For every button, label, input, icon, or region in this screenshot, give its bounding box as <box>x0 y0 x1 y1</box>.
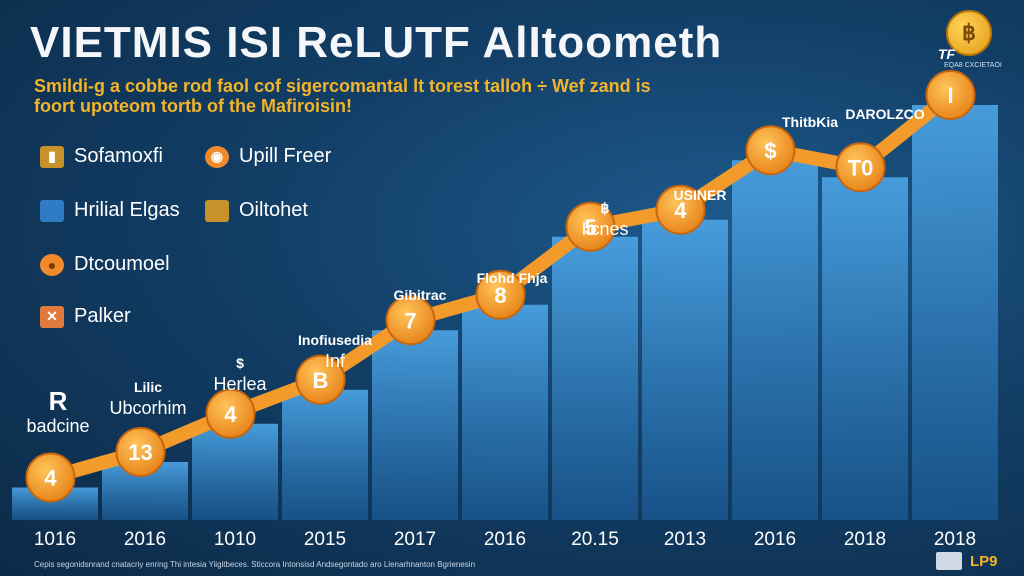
data-point <box>385 295 436 346</box>
x-tick-label: 20.15 <box>571 529 619 550</box>
bitcoin-coin-icon: ฿ <box>946 10 992 56</box>
x-tick-label: 2017 <box>394 529 436 550</box>
annotation-label: Flohd Fhja <box>477 270 548 286</box>
footer-note: Cepis segonidsnrand cnatacriy enring Thi… <box>34 560 476 569</box>
data-point <box>205 388 256 439</box>
legend-label: Dtcoumoel <box>74 253 170 275</box>
chart-bar <box>192 423 278 520</box>
data-label: 7 <box>404 308 416 333</box>
legend-item: Hrilial Elgas <box>40 199 180 222</box>
x-tick-label: 2018 <box>934 529 976 550</box>
data-point <box>745 125 796 176</box>
arrows-icon: ✕ <box>40 305 64 328</box>
chart-bar <box>732 160 818 520</box>
data-label: 4 <box>674 198 687 223</box>
x-tick-label: 2015 <box>304 529 346 550</box>
data-point <box>25 452 76 503</box>
data-label: I <box>947 83 953 108</box>
legend-item: ✕ Palker <box>40 305 131 328</box>
legend-label: Hrilial Elgas <box>74 199 180 221</box>
annotation-label: $ <box>236 355 244 371</box>
laptop-icon <box>936 552 962 570</box>
annotation-sublabel: Inf <box>325 351 346 371</box>
square-icon <box>40 199 64 222</box>
legend-label: Palker <box>74 305 131 327</box>
corner-badge: LP9 <box>970 553 998 570</box>
circle-icon: ◉ <box>205 145 229 168</box>
annotation-label: ฿ <box>601 200 610 216</box>
data-label: 4 <box>224 402 237 427</box>
x-tick-label: 2018 <box>844 529 886 550</box>
annotation-sublabel: Herlea <box>213 374 267 394</box>
x-tick-label: 2013 <box>664 529 706 550</box>
x-tick-label: 2016 <box>754 529 796 550</box>
data-label: T0 <box>848 155 874 180</box>
circle-icon: ● <box>40 253 64 276</box>
page-subtitle: Smildi-g a cobbe rod faol cof sigercoman… <box>34 76 651 116</box>
x-tick-label: 1010 <box>214 529 256 550</box>
data-label: 13 <box>128 440 152 465</box>
page-title: VIETMIS ISI ReLUTF AlItoometh <box>30 18 723 67</box>
annotation-label: Lilic <box>134 379 162 395</box>
brand-tagline: EQA8 CXCIETAOI <box>944 62 1002 69</box>
data-label: $ <box>764 138 776 163</box>
legend-label: Oiltohet <box>239 199 308 221</box>
annotation-label: Gibitrac <box>394 287 447 303</box>
data-point <box>565 201 616 252</box>
legend-label: Sofamoxfi <box>74 145 163 167</box>
chart-bar <box>462 304 548 520</box>
annotation-label: ThitbKia <box>782 114 838 130</box>
annotation-label: USINER <box>674 187 727 203</box>
legend-item: ● Dtcoumoel <box>40 253 170 276</box>
annotation-sublabel: Iicnes <box>581 219 628 239</box>
data-point <box>655 184 706 235</box>
chart-bar <box>642 219 728 520</box>
data-point <box>295 354 346 405</box>
annotation-label: Inofiusedia <box>298 332 372 348</box>
square-icon <box>205 199 229 222</box>
data-point <box>925 70 976 120</box>
data-label: 8 <box>494 283 506 308</box>
chart-bar <box>282 389 368 520</box>
data-label: 5 <box>584 215 596 240</box>
annotation-sublabel: badcine <box>26 416 89 436</box>
brand-name: TF <box>938 46 956 62</box>
data-point <box>475 269 526 320</box>
annotation-label: R <box>49 386 68 416</box>
data-label: 4 <box>44 466 57 491</box>
chart-bar <box>552 236 638 520</box>
legend-label: Upill Freer <box>239 145 332 167</box>
legend-item: ◉ Upill Freer <box>205 145 331 168</box>
legend-item: Oiltohet <box>205 199 308 222</box>
chart-bar <box>372 330 458 520</box>
data-label: B <box>313 368 329 393</box>
chart-bar <box>912 105 998 520</box>
chart-bar <box>822 177 908 520</box>
data-point <box>835 142 886 193</box>
annotation-label: DAROLZCO <box>845 106 924 122</box>
x-tick-label: 2016 <box>124 529 166 550</box>
x-tick-label: 2016 <box>484 529 526 550</box>
box-icon: ▮ <box>40 145 64 168</box>
annotation-sublabel: Ubcorhim <box>109 398 186 418</box>
legend-item: ▮ Sofamoxfi <box>40 145 163 168</box>
x-tick-label: 1016 <box>34 529 76 550</box>
data-point <box>115 427 166 477</box>
